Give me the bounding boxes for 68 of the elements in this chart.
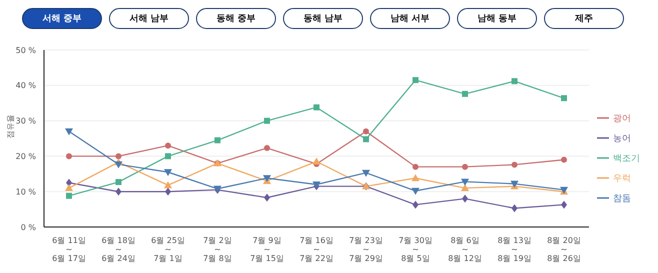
x-tick-label: 7월 30일~8월 5일 (398, 236, 432, 263)
legend-label: 우럭 (613, 174, 631, 184)
text: 동해 남부 (283, 8, 363, 29)
point (312, 158, 320, 165)
y-tick-label: 30 % (16, 116, 36, 126)
point (412, 174, 420, 182)
legend-label: 광어 (613, 114, 631, 124)
point (116, 179, 122, 186)
text: 동해 중부 (196, 8, 276, 29)
point (165, 153, 171, 160)
point (264, 118, 270, 124)
point (164, 181, 172, 188)
text: 서해 중부 (22, 8, 102, 29)
point (214, 137, 220, 144)
point (512, 78, 518, 84)
point (165, 142, 171, 149)
point (314, 104, 320, 110)
legend-label: 농어 (613, 134, 631, 144)
point (512, 162, 518, 168)
point (462, 194, 468, 203)
point (264, 194, 270, 202)
x-tick-label: 6월 18일~6월 24일 (102, 236, 136, 263)
legend-label: 참돔 (613, 194, 631, 204)
point (164, 169, 172, 176)
point (66, 153, 72, 160)
point (412, 164, 418, 170)
point (561, 156, 567, 163)
point (116, 153, 122, 160)
x-tick-label: 8월 13일~8월 19일 (498, 236, 532, 263)
text: 남해 동부 (457, 8, 537, 29)
point (561, 200, 567, 209)
x-tick-label: 6월 25일~7월 1일 (151, 236, 185, 263)
y-tick-label: 50 % (16, 46, 36, 55)
point (461, 184, 469, 192)
point (362, 170, 370, 177)
point (116, 188, 122, 196)
text: 서해 남부 (109, 8, 189, 29)
y-tick-label: 0 % (20, 222, 36, 232)
point (363, 128, 369, 134)
point (412, 77, 418, 84)
y-tick-label: 20 % (16, 152, 36, 162)
point (462, 90, 468, 97)
legend-label: 백조기 (613, 154, 640, 164)
text: 남해 서부 (370, 8, 450, 29)
point (461, 178, 469, 186)
point (412, 188, 420, 195)
point (561, 95, 567, 102)
x-tick-label: 6월 11일~6월 17일 (52, 236, 86, 263)
y-tick-label: 40 % (16, 81, 36, 90)
point (165, 188, 171, 196)
point (66, 192, 72, 199)
point (114, 161, 122, 168)
point (462, 164, 468, 170)
x-tick-label: 7월 9일~7월 15일 (250, 236, 284, 263)
point (512, 204, 518, 212)
x-tick-label: 8월 6일~8월 12일 (448, 236, 482, 263)
x-tick-label: 7월 16일~7월 22일 (300, 236, 334, 263)
y-axis-title: 점유율 (6, 114, 15, 138)
x-tick-label: 7월 23일~7월 29일 (349, 236, 383, 263)
x-tick-label: 7월 2일~7월 8일 (203, 236, 232, 263)
point (65, 128, 73, 136)
x-tick-label: 8월 20일~8월 26일 (547, 236, 581, 263)
text: 제주 (544, 8, 624, 29)
point (264, 145, 270, 152)
point (412, 200, 418, 209)
point (363, 136, 369, 142)
y-tick-label: 10 % (16, 187, 36, 196)
point (65, 184, 73, 192)
